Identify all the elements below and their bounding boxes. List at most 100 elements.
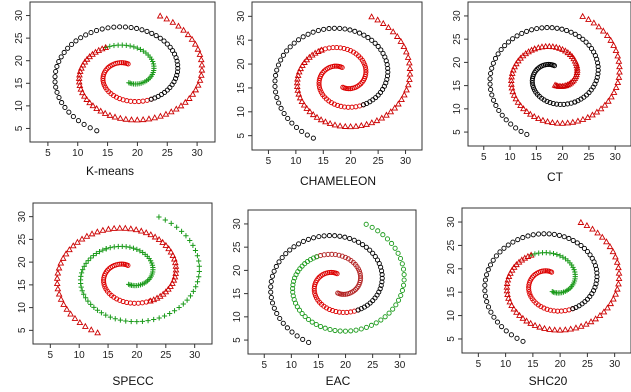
data-point	[174, 72, 180, 78]
data-point	[402, 48, 410, 55]
data-point	[603, 31, 611, 39]
data-point	[280, 320, 286, 326]
data-point	[300, 238, 306, 244]
data-point	[348, 328, 354, 334]
data-point	[161, 313, 168, 319]
data-point	[164, 41, 170, 47]
y-tick-label: 20	[232, 264, 243, 276]
data-point	[54, 89, 60, 95]
data-point	[572, 99, 578, 105]
data-point	[301, 58, 308, 65]
data-point	[100, 78, 106, 84]
data-point	[295, 37, 302, 43]
x-tick-label: 25	[162, 148, 174, 159]
data-point	[484, 272, 490, 278]
data-point	[400, 42, 408, 50]
data-point	[140, 98, 146, 104]
data-point	[153, 33, 159, 39]
y-tick-label: 10	[236, 106, 247, 118]
data-point	[180, 26, 187, 33]
data-point	[516, 311, 523, 318]
x-tick-label: 30	[610, 152, 622, 163]
data-point	[88, 230, 96, 237]
data-point	[513, 261, 520, 268]
data-point	[56, 59, 62, 65]
data-point	[69, 242, 77, 249]
data-point	[370, 298, 376, 304]
data-point	[378, 114, 386, 121]
data-point	[490, 60, 496, 66]
data-point	[357, 273, 364, 279]
data-point	[134, 246, 140, 252]
data-point	[329, 251, 335, 257]
data-point	[62, 104, 68, 111]
y-tick-label: 25	[452, 33, 463, 45]
data-point	[389, 240, 395, 247]
data-point	[297, 65, 304, 72]
y-tick-label: 5	[236, 132, 247, 138]
data-point	[580, 36, 586, 42]
data-point	[196, 274, 202, 280]
data-point	[544, 118, 551, 125]
data-point	[386, 310, 392, 316]
data-point	[578, 242, 584, 249]
data-point	[305, 236, 311, 242]
data-point	[545, 42, 553, 49]
data-point	[96, 249, 103, 255]
data-point	[271, 305, 277, 311]
data-point	[490, 257, 496, 263]
data-point	[520, 105, 527, 112]
data-point	[191, 40, 199, 47]
x-tick-label: 15	[527, 359, 539, 370]
data-point	[314, 47, 322, 54]
data-point	[89, 102, 97, 109]
data-point	[515, 237, 521, 243]
data-point	[174, 69, 181, 75]
data-point	[487, 76, 493, 82]
data-point	[167, 310, 173, 317]
data-point	[81, 291, 87, 297]
data-point	[595, 64, 601, 70]
data-point	[384, 76, 390, 83]
data-point	[377, 286, 383, 292]
data-point	[105, 225, 112, 232]
data-point	[378, 47, 384, 53]
data-point	[615, 274, 623, 282]
data-point	[329, 308, 336, 314]
panel-eac: EAC 5 10 15 20 25 30 5 10 15 20 25 30	[232, 209, 417, 388]
data-point	[384, 236, 391, 242]
data-point	[318, 46, 325, 53]
data-point	[496, 107, 502, 114]
data-point	[85, 298, 91, 304]
data-point	[95, 46, 103, 53]
data-point	[576, 34, 582, 40]
data-point	[80, 266, 86, 273]
data-point	[111, 42, 117, 49]
data-point	[506, 298, 514, 305]
data-point	[491, 97, 497, 103]
data-point	[566, 235, 572, 242]
data-point	[117, 24, 123, 30]
data-point	[597, 105, 605, 112]
y-tick-label: 25	[236, 34, 247, 46]
data-point	[550, 100, 556, 107]
data-point	[112, 316, 118, 322]
data-point	[530, 112, 538, 120]
data-point	[390, 306, 396, 312]
data-point	[608, 93, 615, 100]
data-point	[596, 311, 604, 319]
data-point	[157, 35, 163, 41]
data-point	[103, 312, 109, 318]
data-point	[128, 318, 134, 325]
data-point	[581, 245, 587, 251]
data-point	[306, 108, 314, 115]
y-tick-label: 5	[17, 327, 28, 333]
data-point	[584, 296, 590, 302]
data-point	[196, 50, 204, 57]
plot-frame	[29, 1, 216, 143]
data-point	[551, 308, 557, 314]
data-point	[139, 300, 145, 306]
x-tick-label: 30	[609, 359, 621, 370]
x-tick-label: 25	[373, 156, 385, 167]
data-point	[404, 53, 412, 60]
